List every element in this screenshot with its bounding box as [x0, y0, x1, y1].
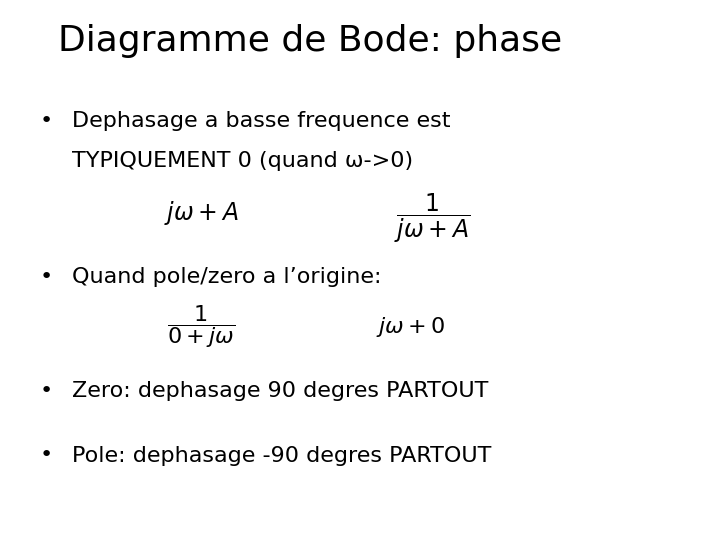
Text: Zero: dephasage 90 degres PARTOUT: Zero: dephasage 90 degres PARTOUT [72, 381, 488, 401]
Text: •: • [40, 111, 53, 131]
Text: $\dfrac{1}{0 + j\omega}$: $\dfrac{1}{0 + j\omega}$ [168, 303, 235, 350]
Text: Dephasage a basse frequence est: Dephasage a basse frequence est [72, 111, 451, 131]
Text: $\dfrac{1}{j\omega + A}$: $\dfrac{1}{j\omega + A}$ [394, 192, 470, 245]
Text: Quand pole/zero a l’origine:: Quand pole/zero a l’origine: [72, 267, 382, 287]
Text: Pole: dephasage -90 degres PARTOUT: Pole: dephasage -90 degres PARTOUT [72, 446, 491, 465]
Text: •: • [40, 267, 53, 287]
Text: •: • [40, 381, 53, 401]
Text: $j\omega + A$: $j\omega + A$ [164, 199, 239, 227]
Text: TYPIQUEMENT 0 (quand ω->0): TYPIQUEMENT 0 (quand ω->0) [72, 151, 413, 171]
Text: •: • [40, 446, 53, 465]
Text: $j\omega + 0$: $j\omega + 0$ [376, 315, 445, 339]
Text: Diagramme de Bode: phase: Diagramme de Bode: phase [58, 24, 562, 58]
